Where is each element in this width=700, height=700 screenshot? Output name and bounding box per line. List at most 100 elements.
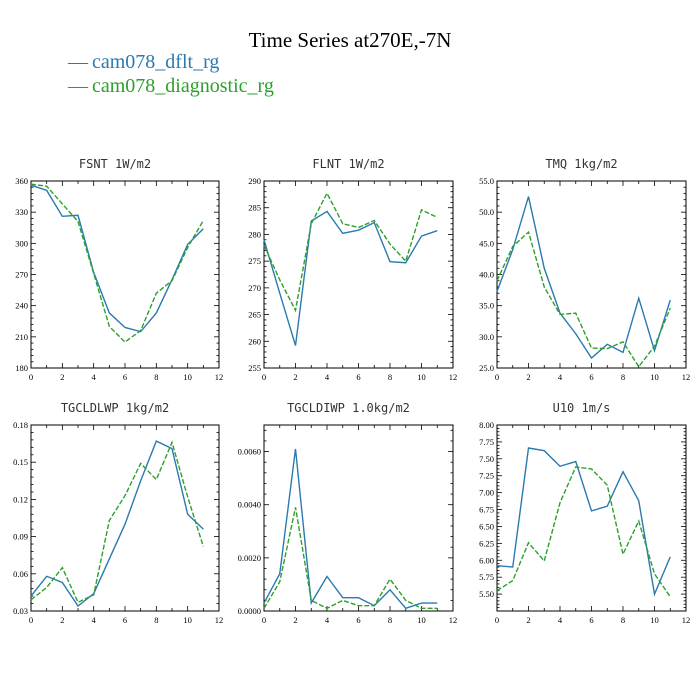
x-tick-label: 10 — [650, 615, 659, 625]
y-tick-label: 330 — [15, 207, 28, 217]
x-tick-label: 2 — [526, 615, 530, 625]
figure-title: Time Series at270E,-7N — [248, 28, 452, 52]
x-tick-label: 0 — [262, 615, 266, 625]
y-tick-label: 265 — [248, 310, 261, 320]
series-line-dflt — [30, 184, 204, 333]
panel-2: FLNT 1W/m2 0 2 4 6 8 10 12 255 260 265 270 275 280 285… — [248, 157, 457, 382]
y-tick-label: 6.50 — [479, 521, 494, 531]
series-line-diagnostic — [263, 191, 438, 313]
y-tick-label: 0.0000 — [238, 606, 261, 616]
legend-line-icon: — — [68, 51, 88, 73]
panel-4: TGCLDLWP 1kg/m2 0 2 4 6 8 10 12 0.03 0.06 0.09 0.12… — [13, 401, 223, 625]
y-tick-label: 0.18 — [13, 420, 28, 430]
y-tick-label: 210 — [15, 332, 28, 342]
y-tick-label: 25.0 — [479, 363, 494, 373]
y-tick-label: 0.09 — [13, 532, 28, 542]
series-line-dflt — [496, 447, 671, 597]
series-line-diagnostic — [30, 440, 204, 604]
x-tick-label: 0 — [29, 615, 33, 625]
x-tick-label: 2 — [60, 372, 64, 382]
y-tick-label: 6.25 — [479, 538, 494, 548]
legend-label-dflt: cam078_dflt_rg — [92, 51, 220, 73]
y-tick-label: 275 — [248, 256, 261, 266]
x-tick-label: 4 — [325, 615, 330, 625]
y-tick-label: 300 — [15, 238, 28, 248]
y-tick-label: 0.12 — [13, 494, 28, 504]
y-tick-label: 285 — [248, 203, 261, 213]
y-tick-label: 7.75 — [479, 437, 494, 447]
x-tick-label: 12 — [215, 615, 224, 625]
series-line-dflt — [263, 448, 438, 610]
y-tick-label: 270 — [15, 270, 28, 280]
y-tick-label: 0.0060 — [238, 447, 261, 457]
y-tick-label: 8.00 — [479, 420, 494, 430]
plot-frame — [263, 180, 454, 369]
y-tick-label: 50.0 — [479, 207, 494, 217]
y-tick-label: 35.0 — [479, 301, 494, 311]
y-tick-label: 270 — [248, 283, 261, 293]
legend-label-diagnostic: cam078_diagnostic_rg — [92, 75, 274, 97]
x-tick-label: 10 — [417, 372, 426, 382]
y-tick-label: 7.00 — [479, 488, 494, 498]
y-tick-label: 0.0040 — [238, 500, 261, 510]
x-tick-label: 8 — [621, 615, 625, 625]
x-tick-label: 4 — [92, 372, 97, 382]
y-tick-label: 280 — [248, 229, 261, 239]
panel-title: TGCLDLWP 1kg/m2 — [61, 401, 169, 415]
series-line-diagnostic — [263, 507, 438, 610]
x-tick-label: 0 — [29, 372, 33, 382]
x-tick-label: 8 — [388, 372, 392, 382]
x-tick-label: 0 — [262, 372, 266, 382]
y-tick-label: 0.06 — [13, 569, 28, 579]
x-tick-label: 10 — [183, 372, 192, 382]
y-tick-label: 55.0 — [479, 176, 494, 186]
panel-6: U10 1m/s 0 2 4 6 8 10 12 5.50 5.75 6.00 6.25 6.50 6.7… — [479, 401, 690, 625]
y-tick-label: 40.0 — [479, 270, 494, 280]
y-tick-label: 260 — [248, 336, 261, 346]
x-tick-label: 10 — [417, 615, 426, 625]
x-tick-label: 12 — [449, 372, 458, 382]
x-tick-label: 8 — [388, 615, 392, 625]
legend-item-dflt: — cam078_dflt_rg — [68, 50, 274, 74]
x-tick-label: 4 — [325, 372, 330, 382]
x-tick-label: 6 — [356, 615, 360, 625]
panel-title: TMQ 1kg/m2 — [545, 157, 617, 171]
x-tick-label: 0 — [495, 615, 499, 625]
y-tick-label: 45.0 — [479, 238, 494, 248]
x-tick-label: 2 — [60, 615, 64, 625]
panel-1: FSNT 1W/m2 0 2 4 6 8 10 12 180 210 240 270 300 330 360 — [15, 157, 223, 382]
panel-title: FLNT 1W/m2 — [312, 157, 384, 171]
y-tick-label: 255 — [248, 363, 261, 373]
y-tick-label: 6.75 — [479, 505, 494, 515]
legend-item-diagnostic: — cam078_diagnostic_rg — [68, 74, 274, 98]
x-tick-label: 12 — [682, 372, 691, 382]
x-tick-label: 8 — [154, 372, 158, 382]
y-tick-label: 30.0 — [479, 332, 494, 342]
y-tick-label: 7.25 — [479, 471, 494, 481]
panel-title: TGCLDIWP 1.0kg/m2 — [287, 401, 410, 415]
x-tick-label: 10 — [183, 615, 192, 625]
y-tick-label: 290 — [248, 176, 261, 186]
y-tick-label: 6.00 — [479, 555, 494, 565]
y-tick-label: 240 — [15, 301, 28, 311]
plot-frame — [30, 180, 220, 369]
x-tick-label: 4 — [558, 615, 563, 625]
y-tick-label: 5.75 — [479, 572, 494, 582]
x-tick-label: 6 — [356, 372, 360, 382]
panel-3: TMQ 1kg/m2 0 2 4 6 8 10 12 25.0 30.0 35.0 40.0 45.0 5… — [479, 157, 690, 382]
panel-title: U10 1m/s — [553, 401, 611, 415]
series-line-diagnostic — [496, 230, 671, 368]
x-tick-label: 2 — [526, 372, 530, 382]
x-tick-label: 12 — [682, 615, 691, 625]
x-tick-label: 2 — [293, 615, 297, 625]
x-tick-label: 4 — [92, 615, 97, 625]
y-tick-label: 7.50 — [479, 454, 494, 464]
series-line-diagnostic — [30, 183, 204, 343]
x-tick-label: 6 — [123, 372, 127, 382]
y-tick-label: 5.50 — [479, 589, 494, 599]
series-line-dflt — [30, 440, 204, 608]
x-tick-label: 8 — [154, 615, 158, 625]
x-tick-label: 4 — [558, 372, 563, 382]
legend: — cam078_dflt_rg — cam078_diagnostic_rg — [68, 50, 274, 98]
